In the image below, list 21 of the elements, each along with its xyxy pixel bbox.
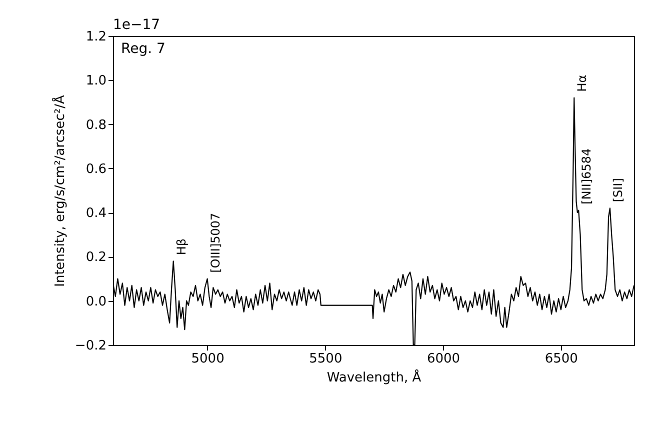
y-tick-label: 0.6 bbox=[86, 162, 106, 177]
y-tick-label: 1.2 bbox=[86, 30, 106, 44]
annotation: Hα bbox=[575, 74, 590, 92]
x-axis-title: Wavelength, Å bbox=[326, 368, 422, 386]
y-tick-label: 0.2 bbox=[86, 250, 106, 266]
annotation: [OIII]5007 bbox=[208, 212, 222, 273]
y-tick-label: 0.0 bbox=[86, 294, 106, 310]
x-tick-label: 6500 bbox=[544, 352, 578, 366]
annotation: Hβ bbox=[174, 238, 188, 256]
annotation: [SII] bbox=[610, 178, 625, 202]
x-tick-label: 5000 bbox=[191, 352, 224, 366]
y-tick-label: 0.4 bbox=[86, 206, 106, 222]
x-tick-label: 5500 bbox=[309, 352, 342, 366]
y-tick-label: 0.8 bbox=[86, 118, 106, 133]
y-tick-label: −0.2 bbox=[74, 338, 106, 354]
y-tick-label: 1.0 bbox=[86, 74, 106, 89]
x-tick-label: 6000 bbox=[427, 352, 460, 366]
y-axis-title: Intensity, erg/s/cm²/arcsec²/Å bbox=[50, 95, 68, 287]
annotation: [NII]6584 bbox=[580, 148, 594, 204]
text: 1e−17 bbox=[113, 17, 160, 33]
annotation: Reg. 7 bbox=[121, 41, 166, 57]
